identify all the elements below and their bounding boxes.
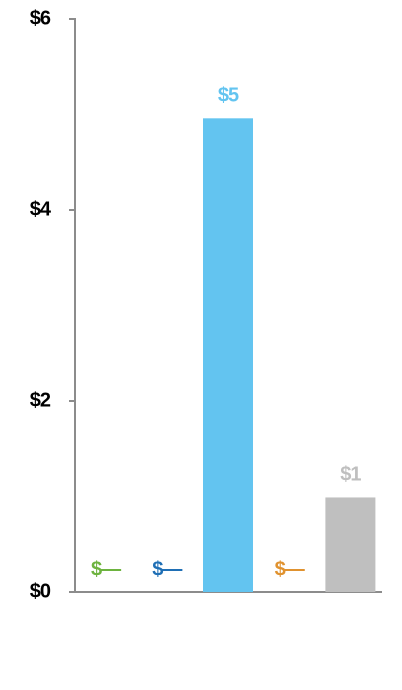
value-label: $5	[218, 85, 239, 107]
y-tick-label: $4	[30, 198, 52, 220]
value-label: $—	[91, 558, 121, 580]
value-label: $1	[340, 464, 361, 486]
bar	[203, 118, 253, 592]
y-tick-label: $6	[30, 7, 51, 29]
y-tick-label: $2	[30, 389, 51, 411]
y-tick-label: $0	[30, 580, 51, 602]
value-label: $—	[275, 558, 305, 580]
bar	[325, 497, 376, 592]
value-label: $—	[152, 558, 182, 580]
